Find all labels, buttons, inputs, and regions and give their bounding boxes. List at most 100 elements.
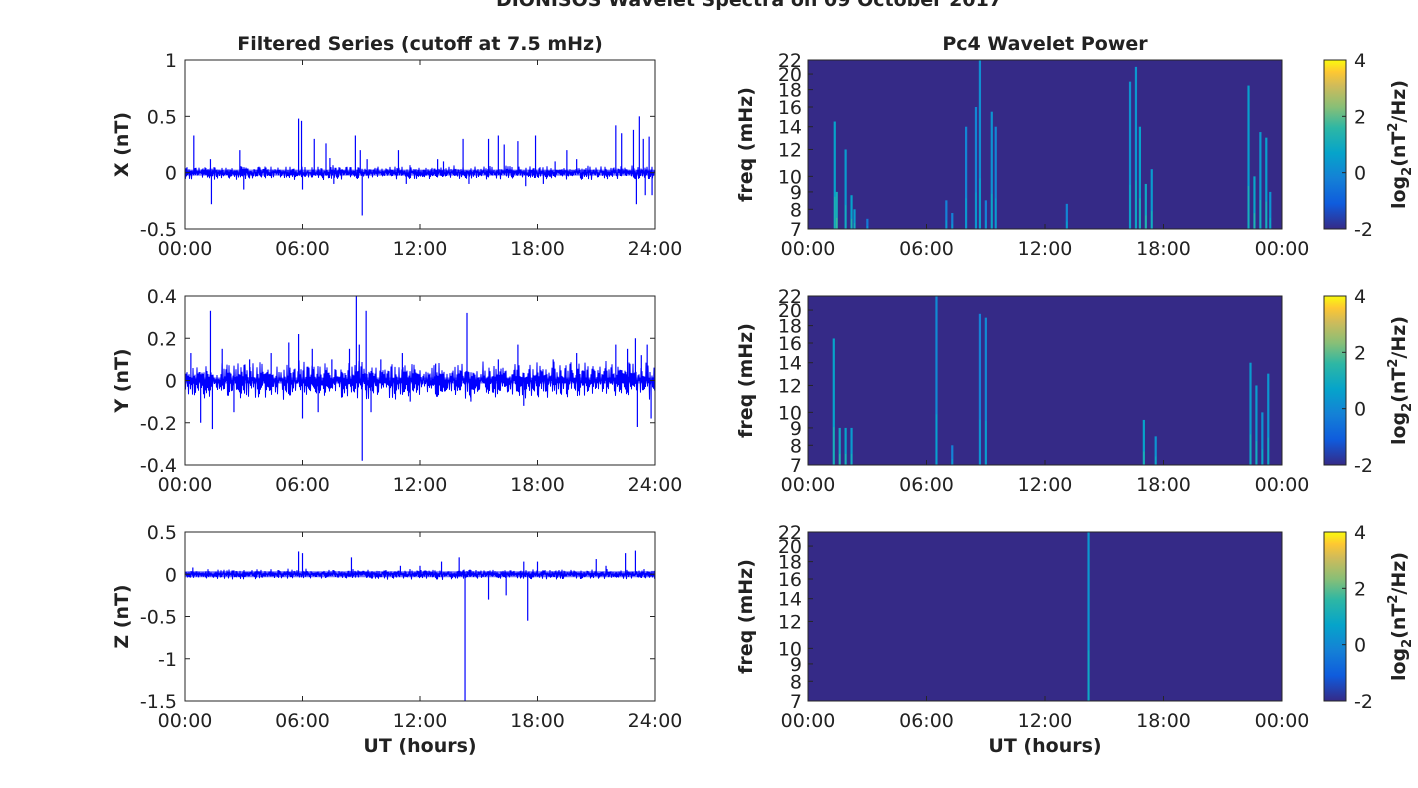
wavelet-event-23 — [1259, 132, 1262, 229]
wavelet-event-core — [839, 453, 841, 465]
colorbar-label-part: (nT — [1388, 368, 1410, 403]
wavelet-event-7 — [978, 313, 982, 465]
y-tick-label: 8 — [790, 671, 802, 693]
colorbar-label-part: log — [1388, 176, 1410, 209]
heatmap-background — [808, 296, 1282, 465]
wavelet-event-16 — [1128, 81, 1132, 229]
wavelet-event-18 — [1138, 126, 1141, 229]
y-tick-label: 18 — [778, 80, 802, 102]
wavelet-event-6 — [951, 445, 954, 465]
wavelet-event-6 — [866, 218, 869, 229]
wavelet-event-core — [991, 193, 993, 229]
figure-title: DIONISOS Wavelet Spectra on 09 October 2… — [496, 0, 1002, 11]
wavelet-event-core — [951, 224, 953, 229]
colorbar-tick-label: 0 — [1354, 399, 1366, 421]
y-axis-label: freq (mHz) — [735, 87, 757, 202]
colorbar-label-part: /Hz) — [1388, 80, 1410, 123]
wavelet-event-8 — [951, 213, 954, 229]
y-tick-label: 18 — [778, 552, 802, 574]
colorbar-gradient — [1323, 531, 1347, 702]
time-series-panel-3: 00:00 06:00 12:00 18:00 24:00 0.5 0 -0.5 -1 -1.5 Z… — [111, 522, 682, 732]
wavelet-event-core — [979, 419, 981, 465]
wavelet-event-core — [1255, 441, 1258, 465]
colorbar-label-part: log — [1388, 648, 1410, 681]
x-tick-label: 18:00 — [510, 474, 565, 496]
wavelet-event-1 — [832, 338, 835, 465]
colorbar-tick-label: 2 — [1354, 578, 1366, 600]
x-tick-label: 00:00 — [1255, 238, 1310, 260]
colorbar-tick-label: -2 — [1354, 691, 1373, 713]
wavelet-event-core — [1155, 456, 1157, 465]
wavelet-event-core — [1265, 201, 1267, 229]
y-tick-label: 20 — [778, 536, 802, 558]
y-tick-label: 10 — [778, 638, 802, 660]
heatmap-background — [808, 60, 1282, 229]
y-tick-label: 9 — [790, 418, 802, 440]
wavelet-event-24 — [1265, 137, 1268, 229]
wavelet-event-core — [1151, 211, 1153, 229]
colorbar-tick-label: 4 — [1354, 50, 1366, 72]
y-tick-label: 0.5 — [147, 106, 177, 128]
x-tick-label: 12:00 — [393, 710, 448, 732]
y-tick-label: -0.5 — [140, 219, 177, 241]
y-tick-label: 0 — [165, 163, 177, 185]
wavelet-panel-3: 00:00 06:00 12:00 18:00 00:00222018161412109… — [735, 522, 1415, 732]
x-tick-label: 00:00 — [781, 474, 836, 496]
colorbar-gradient — [1323, 59, 1347, 230]
y-axis-label: X (nT) — [111, 112, 133, 177]
x-tick-label: 00:00 — [158, 238, 213, 260]
x-tick-label: 06:00 — [899, 474, 954, 496]
y-tick-label: 0 — [165, 371, 177, 393]
wavelet-event-14 — [1267, 373, 1270, 465]
colorbar-label-part: (nT — [1388, 604, 1410, 639]
y-tick-label: 0 — [165, 564, 177, 586]
y-tick-label: 7 — [790, 455, 802, 477]
plot-area — [185, 532, 655, 701]
colorbar-label-part: 2 — [1400, 167, 1415, 176]
y-tick-label: -1 — [158, 649, 177, 671]
wavelet-event-2 — [838, 427, 841, 465]
wavelet-event-11 — [1249, 362, 1252, 465]
x-tick-label: 12:00 — [1018, 238, 1073, 260]
wavelet-event-20 — [1150, 169, 1153, 229]
colorbar-label-part: log — [1388, 412, 1410, 445]
y-tick-label: -0.2 — [140, 413, 177, 435]
wavelet-event-9 — [965, 126, 968, 229]
wavelet-event-11 — [978, 60, 982, 229]
colorbar-label-part: (nT — [1388, 132, 1410, 167]
colorbar-tick-label: -2 — [1354, 455, 1373, 477]
x-tick-label: 06:00 — [275, 474, 330, 496]
x-tick-label: 12:00 — [1018, 474, 1073, 496]
wavelet-event-core — [985, 220, 987, 229]
wavelet-event-3 — [844, 149, 847, 229]
colorbar-label-part: /Hz) — [1388, 316, 1410, 359]
y-tick-label: 22 — [778, 50, 802, 72]
y-tick-label: 0.2 — [147, 328, 177, 350]
y-tick-label: 9 — [790, 182, 802, 204]
panels: 00:00 06:00 12:00 18:00 24:00 1 0.5 0 -0.5 X (nT)… — [111, 50, 1415, 732]
y-tick-label: 10 — [778, 166, 802, 188]
wavelet-event-5 — [935, 296, 938, 465]
y-tick-label: 16 — [778, 97, 802, 119]
colorbar-tick-label: -2 — [1354, 219, 1373, 241]
wavelet-event-5 — [853, 209, 856, 229]
y-tick-label: 14 — [778, 117, 802, 139]
x-tick-label: 12:00 — [393, 238, 448, 260]
wavelet-event-core — [965, 198, 967, 229]
x-tick-label: 06:00 — [899, 710, 954, 732]
y-tick-label: -0.4 — [140, 455, 177, 477]
x-tick-label: 12:00 — [393, 474, 448, 496]
y-tick-label: -1.5 — [140, 691, 177, 713]
wavelet-event-1 — [1087, 532, 1090, 701]
wavelet-event-core — [866, 225, 869, 229]
y-tick-label: 9 — [790, 654, 802, 676]
wavelet-event-core — [1253, 213, 1256, 229]
x-tick-label: 00:00 — [781, 238, 836, 260]
y-tick-label: 12 — [778, 611, 802, 633]
y-tick-label: 1 — [165, 50, 177, 72]
wavelet-event-21 — [1247, 85, 1250, 229]
x-tick-label: 00:00 — [158, 710, 213, 732]
plot-area — [185, 60, 655, 229]
wavelet-event-core — [975, 192, 977, 229]
